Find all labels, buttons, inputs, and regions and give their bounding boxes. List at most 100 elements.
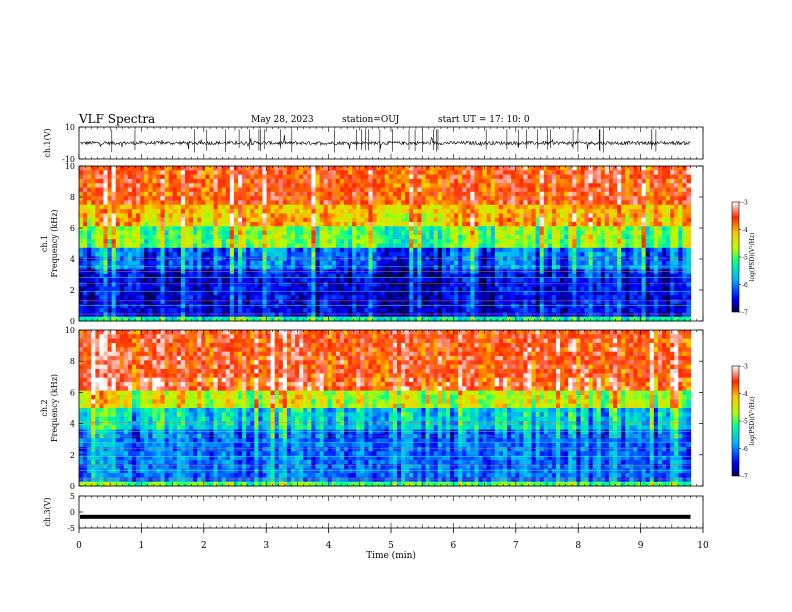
spectrogram-cell: [119, 286, 125, 292]
spectrogram-cell: [384, 239, 390, 245]
spectrogram-cell: [123, 204, 129, 210]
spectrogram-cell: [401, 166, 406, 171]
spectrogram-cell: [433, 174, 439, 180]
spectrogram-cell: [348, 239, 353, 245]
spectrogram-cell: [666, 273, 671, 279]
spectrogram-cell: [266, 295, 272, 301]
spectrogram-cell: [278, 303, 284, 309]
spectrogram-cell: [511, 183, 516, 189]
spectrogram-cell: [547, 256, 553, 262]
spectrogram-cell: [629, 260, 635, 266]
spectrogram-cell: [221, 273, 227, 279]
spectrogram-cell: [111, 299, 117, 305]
spectrogram-cell: [511, 260, 516, 266]
spectrogram-cell: [176, 247, 182, 253]
spectrogram-cell: [661, 239, 667, 245]
spectrogram-cell: [613, 234, 618, 240]
spectrogram-cell: [87, 183, 92, 189]
spectrogram-cell: [213, 221, 219, 227]
spectrogram-cell: [388, 191, 394, 197]
spectrogram-cell: [180, 286, 186, 292]
spectrogram-cell: [185, 226, 190, 232]
spectrogram-cell: [185, 277, 190, 283]
spectrogram-cell: [238, 213, 243, 219]
spectrogram-cell: [262, 174, 268, 180]
spectrogram-cell: [494, 196, 500, 202]
spectrogram-cell: [185, 308, 190, 313]
spectrogram-cell: [608, 265, 614, 270]
spectrogram-cell: [327, 183, 333, 189]
spectrogram-cell: [343, 221, 349, 227]
spectrogram-cell: [111, 269, 117, 275]
spectrogram-cell: [641, 178, 647, 184]
spectrogram-cell: [168, 273, 174, 279]
spectrogram-cell: [172, 290, 178, 296]
spectrogram-cell: [87, 174, 92, 180]
spectrogram-cell: [409, 209, 414, 214]
spectrogram-cell: [205, 308, 211, 313]
spectrogram-cell: [335, 299, 341, 305]
spectrogram-cell: [136, 273, 141, 279]
spectrogram-cell: [498, 170, 504, 176]
spectrogram-cell: [107, 234, 113, 240]
spectrogram-cell: [335, 209, 341, 214]
spectrogram-cell: [299, 178, 304, 184]
spectrogram-cell: [156, 269, 162, 275]
spectrogram-cell: [527, 269, 533, 275]
spectrogram-cell: [649, 217, 655, 223]
spectrogram-cell: [409, 247, 414, 253]
spectrogram-cell: [127, 191, 133, 197]
spectrogram-cell: [246, 213, 251, 219]
spectrogram-cell: [462, 230, 467, 236]
spectrogram-cell: [678, 200, 683, 206]
spectrogram-cell: [299, 166, 304, 171]
spectrogram-cell: [356, 282, 361, 288]
spectrogram-cell: [535, 170, 541, 176]
spectrogram-cell: [376, 196, 382, 202]
spectrogram-cell: [633, 269, 639, 275]
spectrogram-cell: [409, 295, 414, 301]
spectrogram-cell: [286, 260, 292, 266]
spectrogram-cell: [547, 178, 553, 184]
spectrogram-cell: [79, 295, 84, 301]
spectrogram-cell: [335, 290, 341, 296]
spectrogram-cell: [119, 243, 125, 249]
spectrogram-cell: [678, 187, 683, 193]
spectrogram-cell: [445, 196, 451, 202]
spectrogram-cell: [519, 213, 524, 219]
spectrogram-cell: [160, 282, 166, 288]
spectrogram-cell: [335, 260, 341, 266]
spectrogram-cell: [242, 277, 247, 283]
spectrogram-cell: [376, 282, 382, 288]
spectrogram-cell: [136, 200, 141, 206]
spectrogram-cell: [123, 252, 129, 258]
spectrogram-cell: [176, 260, 182, 266]
spectrogram-cell: [172, 269, 178, 275]
spectrogram-cell: [425, 260, 431, 266]
spectrogram-cell: [588, 191, 594, 197]
spectrogram-cell: [168, 252, 174, 258]
spectrogram-cell: [686, 269, 692, 275]
spectrogram-cell: [160, 243, 166, 249]
spectrogram-cell: [502, 234, 508, 240]
spectrogram-cell: [376, 290, 382, 296]
spectrogram-cell: [490, 221, 496, 227]
spectrogram-cell: [413, 191, 418, 197]
spectrogram-cell: [653, 213, 659, 219]
spectrogram-cell: [242, 273, 247, 279]
spectrogram-cell: [666, 243, 671, 249]
spectrogram-cell: [633, 282, 639, 288]
spectrogram-cell: [437, 187, 443, 193]
spectrogram-cell: [164, 226, 170, 232]
spectrogram-cell: [429, 209, 435, 214]
spectrogram-cell: [140, 226, 145, 232]
spectrogram-cell: [225, 282, 231, 288]
spectrogram-cell: [156, 299, 162, 305]
spectrogram-cell: [670, 187, 675, 193]
spectrogram-cell: [625, 234, 630, 240]
spectrogram-cell: [445, 187, 451, 193]
spectrogram-cell: [364, 277, 370, 283]
spectrogram-cell: [686, 183, 692, 189]
spectrogram-cell: [242, 217, 247, 223]
spectrogram-cell: [645, 234, 651, 240]
